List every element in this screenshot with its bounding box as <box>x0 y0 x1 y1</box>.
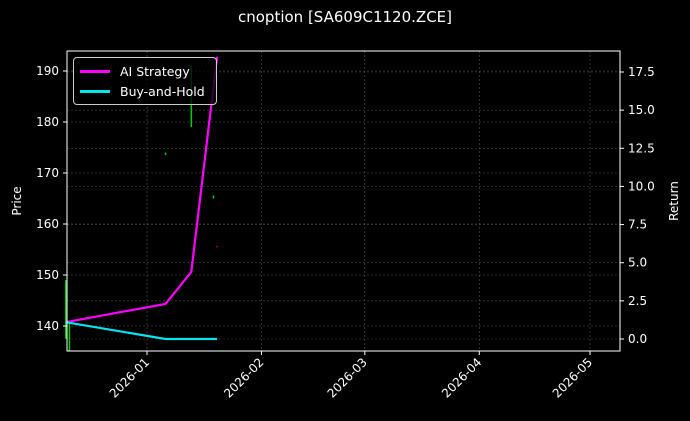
svg-text:2026-03: 2026-03 <box>325 355 370 400</box>
right-y-axis: 0.0 2.5 5.0 7.5 10.0 12.5 15.0 17.5 <box>620 65 655 346</box>
svg-text:10.0: 10.0 <box>628 179 655 193</box>
buy-and-hold-swatch-icon <box>80 89 110 93</box>
ai-strategy-swatch-icon <box>80 69 110 73</box>
legend-label: Buy-and-Hold <box>120 83 205 99</box>
svg-text:180: 180 <box>36 115 59 129</box>
plot-frame <box>66 50 621 352</box>
svg-text:7.5: 7.5 <box>628 218 647 232</box>
chart-title: cnoption [SA609C1120.ZCE] <box>238 8 452 26</box>
svg-text:2026-04: 2026-04 <box>439 355 484 400</box>
svg-text:170: 170 <box>36 166 59 180</box>
svg-text:190: 190 <box>36 64 59 78</box>
left-y-axis: 140 150 160 170 180 190 <box>36 64 67 333</box>
svg-text:12.5: 12.5 <box>628 141 655 155</box>
chart-legend: AI Strategy Buy-and-Hold <box>73 57 217 105</box>
svg-text:150: 150 <box>36 268 59 282</box>
svg-text:15.0: 15.0 <box>628 103 655 117</box>
right-axis-label: Return <box>667 181 681 221</box>
svg-text:2026-01: 2026-01 <box>107 355 152 400</box>
x-axis: 2026-01 2026-02 2026-03 2026-04 2026-05 <box>107 351 595 401</box>
svg-text:160: 160 <box>36 217 59 231</box>
legend-label: AI Strategy <box>120 63 190 79</box>
svg-text:0.0: 0.0 <box>628 332 647 346</box>
left-axis-label: Price <box>10 186 24 215</box>
legend-item-buy-and-hold: Buy-and-Hold <box>80 82 205 100</box>
legend-item-ai-strategy: AI Strategy <box>80 62 190 80</box>
svg-text:5.0: 5.0 <box>628 256 647 270</box>
svg-text:2026-02: 2026-02 <box>221 355 266 400</box>
svg-text:17.5: 17.5 <box>628 65 655 79</box>
svg-text:140: 140 <box>36 319 59 333</box>
grid-lines <box>67 51 620 351</box>
series-lines <box>65 56 219 341</box>
svg-text:2.5: 2.5 <box>628 294 647 308</box>
svg-text:2026-05: 2026-05 <box>550 355 595 400</box>
